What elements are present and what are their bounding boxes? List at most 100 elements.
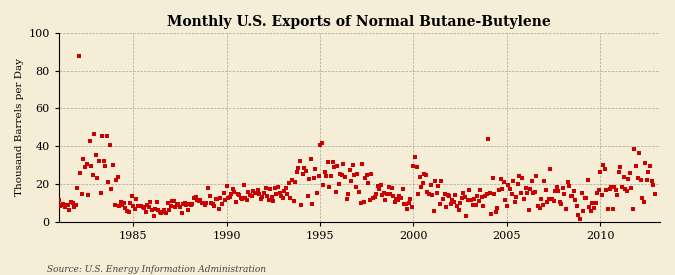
Point: [198, 201, 209, 205]
Point: [271, 191, 282, 196]
Point: [240, 195, 250, 200]
Point: [151, 200, 162, 204]
Point: [517, 175, 528, 180]
Point: [639, 200, 649, 204]
Point: [173, 202, 184, 206]
Point: [122, 209, 132, 213]
Point: [375, 183, 386, 188]
Point: [153, 208, 163, 212]
Point: [294, 159, 305, 163]
Point: [486, 212, 497, 216]
Point: [455, 201, 466, 205]
Point: [229, 190, 240, 194]
Point: [556, 202, 567, 207]
Point: [178, 202, 188, 206]
Point: [209, 204, 219, 208]
Point: [64, 208, 75, 212]
Point: [340, 175, 350, 179]
Point: [399, 202, 410, 206]
Point: [549, 188, 560, 193]
Point: [531, 174, 542, 178]
Point: [389, 200, 400, 205]
Point: [466, 198, 477, 203]
Point: [58, 201, 69, 206]
Point: [232, 192, 243, 196]
Point: [126, 194, 137, 199]
Point: [618, 175, 629, 179]
Point: [325, 174, 336, 178]
Point: [506, 191, 517, 196]
Point: [444, 193, 455, 198]
Point: [383, 185, 394, 189]
Point: [269, 185, 280, 190]
Point: [645, 164, 655, 168]
Point: [200, 203, 211, 208]
Point: [648, 183, 659, 187]
Point: [427, 192, 437, 197]
Point: [497, 186, 508, 191]
Point: [226, 191, 237, 196]
Point: [142, 202, 153, 207]
Point: [587, 201, 598, 205]
Point: [333, 182, 344, 186]
Point: [620, 187, 630, 191]
Point: [211, 197, 221, 201]
Point: [629, 147, 640, 152]
Point: [435, 202, 446, 207]
Point: [150, 207, 161, 211]
Point: [273, 185, 284, 189]
Point: [536, 197, 547, 201]
Point: [188, 196, 199, 200]
Point: [623, 177, 634, 181]
Point: [467, 203, 478, 207]
Point: [204, 194, 215, 198]
Point: [184, 201, 194, 206]
Point: [641, 178, 652, 183]
Point: [181, 203, 192, 207]
Point: [400, 202, 411, 206]
Point: [161, 211, 171, 215]
Point: [300, 169, 311, 173]
Point: [139, 206, 150, 210]
Point: [528, 191, 539, 196]
Point: [598, 163, 609, 167]
Point: [368, 195, 379, 200]
Point: [144, 205, 155, 209]
Point: [89, 132, 100, 137]
Point: [329, 165, 340, 169]
Point: [120, 205, 131, 210]
Point: [338, 162, 349, 167]
Point: [522, 191, 533, 196]
Point: [561, 207, 572, 211]
Point: [504, 186, 515, 191]
Point: [206, 201, 217, 205]
Point: [267, 195, 277, 199]
Point: [603, 207, 614, 211]
Point: [483, 137, 493, 141]
Point: [234, 193, 244, 197]
Point: [81, 162, 92, 166]
Point: [371, 192, 381, 196]
Point: [111, 177, 122, 182]
Point: [404, 200, 414, 205]
Point: [346, 179, 356, 183]
Point: [107, 163, 118, 167]
Point: [319, 170, 330, 174]
Point: [461, 214, 472, 218]
Point: [316, 141, 327, 145]
Point: [242, 198, 252, 202]
Point: [472, 194, 483, 198]
Point: [419, 172, 430, 177]
Point: [244, 192, 255, 197]
Point: [134, 204, 145, 208]
Point: [386, 186, 397, 190]
Point: [450, 193, 461, 198]
Point: [364, 198, 375, 202]
Point: [68, 201, 78, 205]
Point: [56, 202, 67, 207]
Point: [649, 192, 660, 197]
Point: [412, 191, 423, 196]
Point: [74, 54, 84, 58]
Point: [414, 175, 425, 179]
Point: [254, 191, 265, 196]
